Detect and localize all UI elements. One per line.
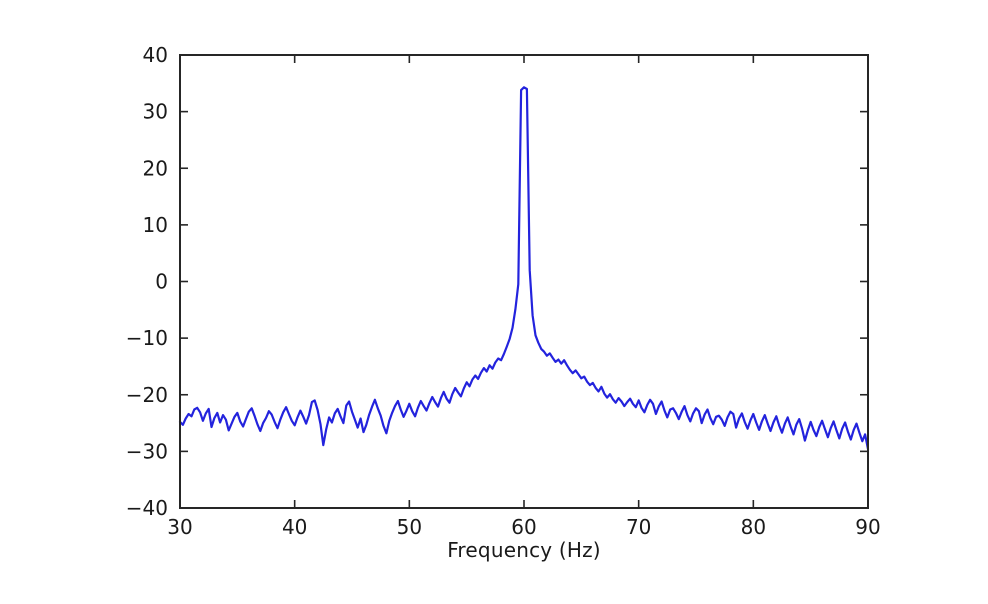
x-tick-label: 40 [282,515,307,539]
y-tick-label: −40 [126,496,168,520]
x-tick-label: 70 [626,515,651,539]
y-tick-label: 10 [143,213,168,237]
x-tick-label: 30 [167,515,192,539]
x-tick-label: 50 [397,515,422,539]
x-tick-label: 80 [741,515,766,539]
spectrum-line [178,86,870,451]
x-tick-label: 90 [855,515,880,539]
y-tick-label: −30 [126,439,168,463]
x-tick-label: 60 [511,515,536,539]
y-tick-label: −20 [126,383,168,407]
y-tick-label: 20 [143,156,168,180]
x-axis-title: Frequency (Hz) [447,538,601,562]
y-tick-label: −10 [126,326,168,350]
y-tick-label: 30 [143,100,168,124]
y-tick-label: 0 [155,270,168,294]
y-tick-label: 40 [143,43,168,67]
axes-frame [179,54,869,509]
